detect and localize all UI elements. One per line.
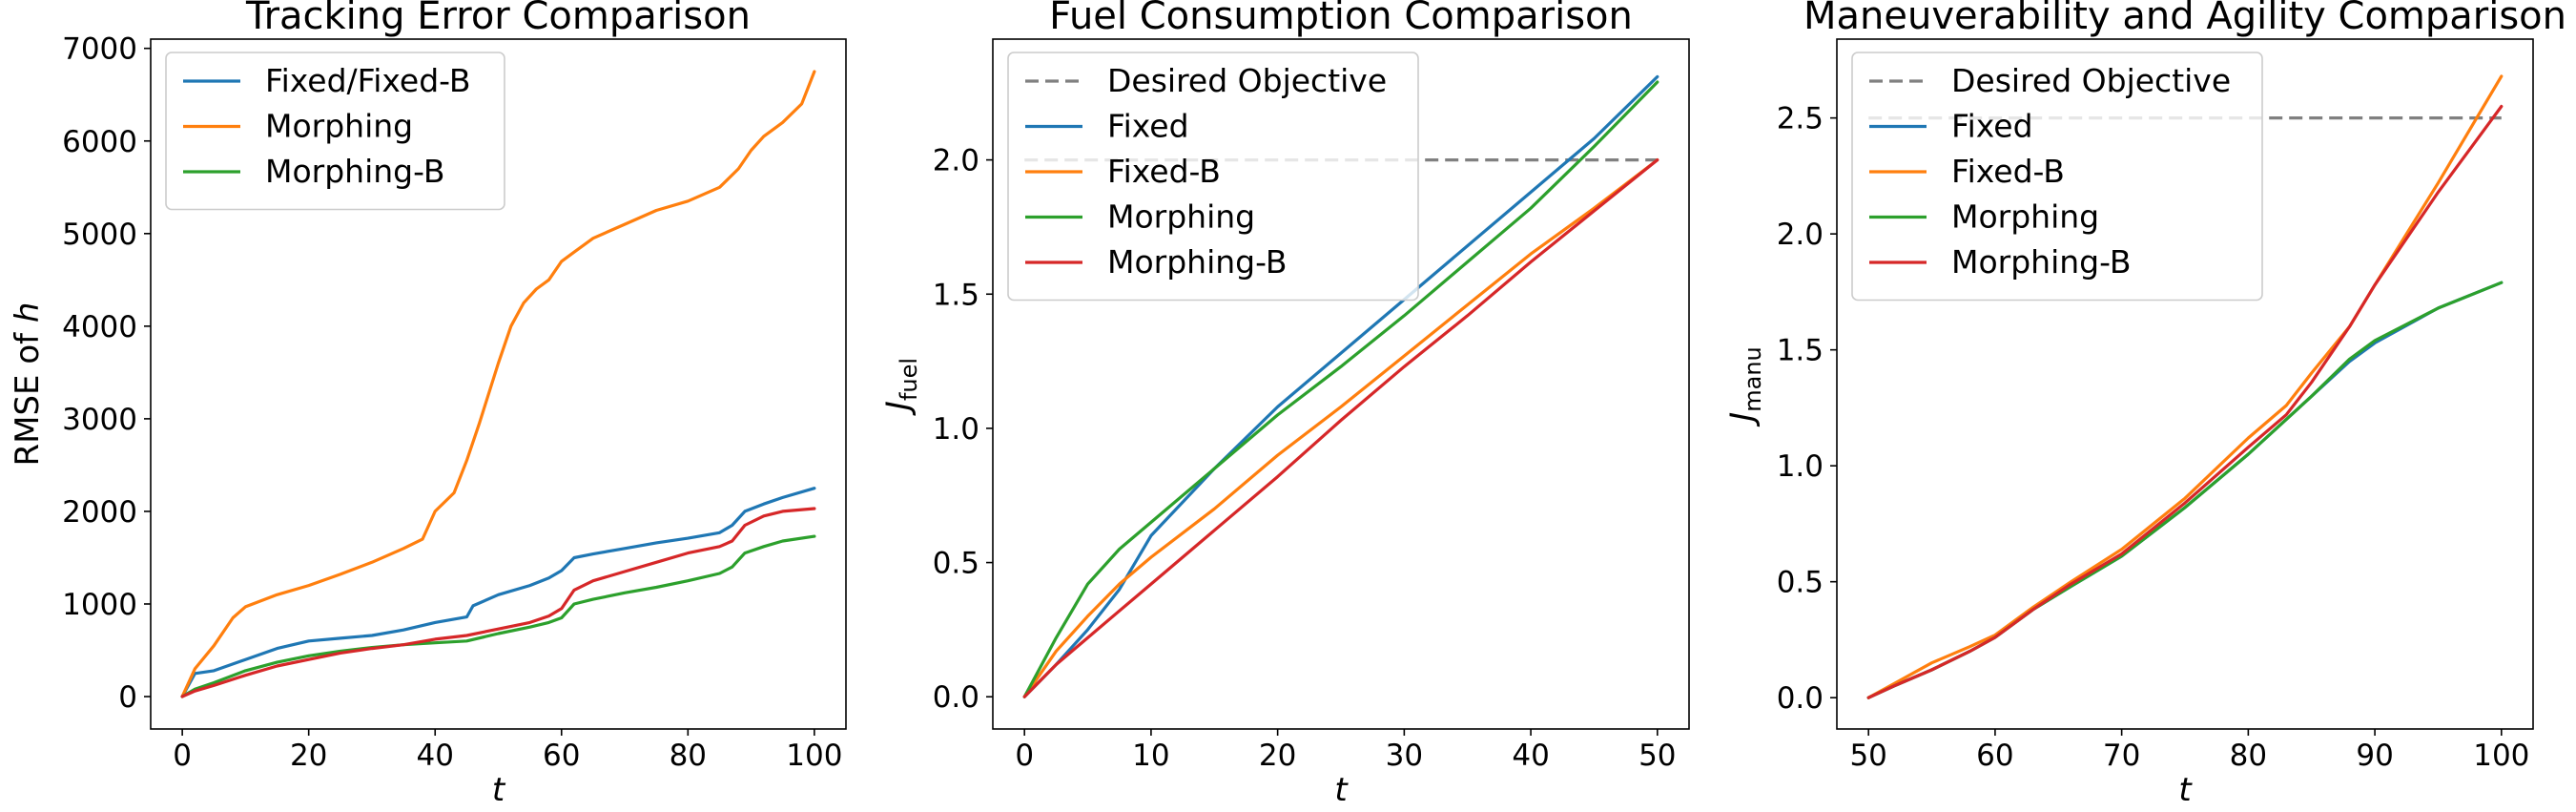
legend-label: Fixed	[1951, 108, 2033, 145]
y-tick-label: 1.5	[1777, 334, 1824, 368]
legend-label: Morphing	[1951, 198, 2099, 236]
y-tick-label: 0.5	[1777, 566, 1824, 600]
series-line-morphing-b	[1022, 158, 1659, 698]
y-tick-label: 0	[118, 680, 137, 715]
series-line-fixed	[1866, 281, 2504, 699]
x-tick-label: 100	[2473, 739, 2529, 773]
x-tick-label: 90	[2356, 739, 2393, 773]
legend-label: Desired Objective	[1951, 62, 2231, 99]
y-tick-label: 0.0	[1777, 681, 1824, 716]
chart-title: Maneuverability and Agility Comparison	[1803, 0, 2566, 38]
legend-box	[1007, 52, 1419, 302]
series-line-morphing	[1022, 80, 1659, 698]
series-line-morphing-b	[180, 507, 816, 698]
series-group	[180, 70, 816, 698]
y-tick-label: 1.0	[933, 412, 979, 447]
y-tick-label: 4000	[62, 310, 137, 344]
y-axis-label: Jfuel	[879, 358, 922, 416]
chart-panel-3: Maneuverability and Agility Comparison 50…	[1723, 0, 2566, 809]
legend-label: Fixed/Fixed-B	[265, 62, 471, 99]
chart-title: Tracking Error Comparison	[245, 0, 751, 38]
y-tick-label: 1.5	[933, 278, 979, 312]
legend-label: Morphing-B	[1951, 243, 2132, 281]
y-tick-label: 1000	[62, 588, 137, 622]
chart-panel-2: Fuel Consumption Comparison 0 10 20 30 40 50 0.…	[879, 0, 1690, 809]
series-line-fixed-fixed-b	[180, 487, 816, 698]
legend-label: Fixed-B	[1951, 153, 2065, 190]
legend-label: Fixed	[1107, 108, 1189, 145]
y-tick-label: 0.0	[933, 680, 979, 715]
y-tick-label: 0.5	[933, 547, 979, 581]
x-tick-label: 20	[1259, 739, 1296, 773]
x-axis-label: t	[2178, 771, 2193, 809]
series-line-morphing	[1866, 281, 2504, 699]
x-axis-label: t	[1334, 771, 1349, 809]
y-axis-label: RMSE of h	[9, 302, 47, 467]
y-tick-label: 6000	[62, 125, 137, 159]
legend-label: Desired Objective	[1107, 62, 1387, 99]
x-tick-label: 40	[1512, 739, 1549, 773]
axes-frame	[1836, 38, 2534, 730]
y-tick-label: 2.5	[1777, 102, 1824, 136]
legend-label: Fixed-B	[1107, 153, 1221, 190]
series-line-fixed-b	[1022, 158, 1659, 698]
y-tick-label: 2000	[62, 495, 137, 530]
series-line-fixed	[1022, 74, 1659, 698]
x-tick-label: 30	[1386, 739, 1423, 773]
y-tick-label: 7000	[62, 32, 137, 67]
y-tick-label: 2.0	[1777, 218, 1824, 252]
x-tick-label: 80	[2230, 739, 2267, 773]
legend-label: Morphing-B	[1107, 243, 1288, 281]
y-tick-label: 3000	[62, 403, 137, 437]
series-line-morphing-b	[180, 534, 816, 698]
x-tick-label: 100	[786, 739, 842, 773]
x-tick-label: 0	[1015, 739, 1034, 773]
chart-title: Fuel Consumption Comparison	[1049, 0, 1633, 38]
legend-label: Morphing-B	[265, 153, 445, 190]
legend-box	[165, 52, 505, 211]
x-tick-label: 0	[173, 739, 192, 773]
x-tick-label: 50	[1638, 739, 1676, 773]
x-tick-label: 40	[417, 739, 454, 773]
x-tick-label: 10	[1132, 739, 1169, 773]
x-tick-label: 20	[290, 739, 327, 773]
series-line-morphing	[180, 70, 816, 698]
series-line-morphing-b	[1866, 104, 2504, 699]
y-tick-label: 5000	[62, 218, 137, 252]
y-tick-label: 1.0	[1777, 449, 1824, 484]
x-tick-label: 60	[543, 739, 580, 773]
x-tick-label: 60	[1976, 739, 2013, 773]
axes-frame	[150, 38, 847, 730]
y-tick-label: 2.0	[933, 144, 979, 178]
legend-box	[1851, 52, 2263, 302]
x-axis-label: t	[492, 771, 506, 809]
x-tick-label: 70	[2103, 739, 2140, 773]
legend-label: Morphing	[1107, 198, 1255, 236]
axes-frame	[992, 38, 1690, 730]
y-axis-label: Jmanu	[1723, 346, 1766, 427]
series-group	[1022, 74, 1659, 698]
x-tick-label: 50	[1849, 739, 1886, 773]
legend-label: Morphing	[265, 108, 413, 145]
x-tick-label: 80	[670, 739, 707, 773]
